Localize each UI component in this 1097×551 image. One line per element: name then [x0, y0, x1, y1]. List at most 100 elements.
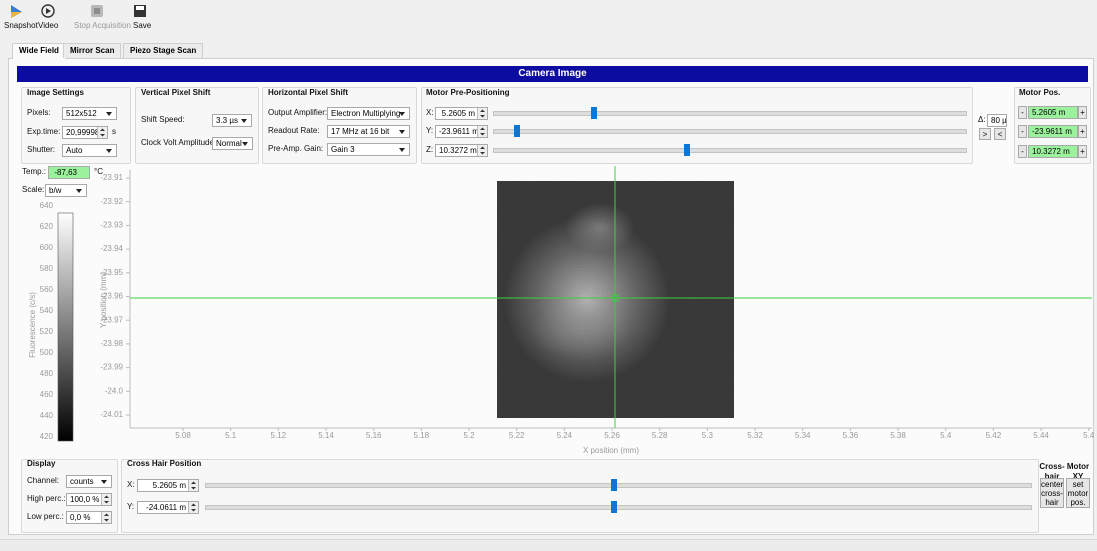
- slider-thumb[interactable]: [611, 501, 617, 513]
- y-tick-label: -23.98: [100, 339, 123, 348]
- spin-value: -87,63: [54, 168, 77, 177]
- slider-thumb[interactable]: [684, 144, 690, 156]
- spin-glyph: [189, 502, 198, 513]
- label: High perc.:: [27, 494, 66, 504]
- crosshair-slider[interactable]: [205, 505, 1032, 510]
- x-tick-label: 5.42: [986, 431, 1002, 440]
- spin-glyph: [102, 494, 111, 505]
- tab[interactable]: Piezo Stage Scan: [123, 43, 203, 58]
- dropdown-arrow: [241, 119, 247, 123]
- group-title: Display: [27, 459, 55, 469]
- colorbar-tick-label: 560: [40, 285, 54, 294]
- spin-box[interactable]: 100,0 %: [66, 493, 112, 506]
- position-slider[interactable]: [493, 111, 967, 116]
- x-tick-label: 5.16: [366, 431, 382, 440]
- combo-value: 17 MHz at 16 bit: [331, 127, 389, 136]
- motor-position-box[interactable]: -23.9611 m: [1028, 125, 1078, 138]
- x-tick-label: 5.44: [1033, 431, 1049, 440]
- colorbar-tick-label: 540: [40, 306, 54, 315]
- position-spin-box[interactable]: 5.2605 m: [435, 107, 488, 120]
- crosshair-slider[interactable]: [205, 483, 1032, 488]
- toolbar-button-label: Snapshot: [4, 21, 38, 31]
- snapshot-icon[interactable]: [11, 5, 22, 18]
- spin-glyph: [478, 126, 487, 137]
- increment-button[interactable]: +: [1078, 106, 1087, 119]
- tab[interactable]: Wide Field: [12, 43, 66, 59]
- label: Shift Speed:: [141, 115, 185, 125]
- combo-box[interactable]: b/w: [45, 184, 87, 197]
- spin-arrows[interactable]: [188, 502, 198, 513]
- x-tick-label: 5.4: [940, 431, 952, 440]
- spin-arrows[interactable]: [477, 145, 487, 156]
- combo-box[interactable]: 512x512: [62, 107, 117, 120]
- position-slider[interactable]: [493, 148, 967, 153]
- colorbar-tick-label: 640: [40, 201, 54, 210]
- save-icon[interactable]: [134, 5, 146, 17]
- colorbar: [58, 213, 73, 441]
- increment-button[interactable]: +: [1078, 145, 1087, 158]
- axis-label: Y:: [426, 126, 433, 136]
- spin-arrows[interactable]: [188, 480, 198, 491]
- video-icon[interactable]: [42, 5, 54, 17]
- combo-box[interactable]: 3.3 µs: [212, 114, 252, 127]
- motor-position-box[interactable]: 5.2605 m: [1028, 106, 1078, 119]
- combo-box[interactable]: Normal: [212, 137, 253, 150]
- crosshair-spin-box[interactable]: 5.2605 m: [137, 479, 199, 492]
- spin-glyph: [98, 127, 107, 138]
- x-axis-label: X position (mm): [583, 446, 639, 455]
- spin-box[interactable]: 20,999983: [62, 126, 108, 139]
- increment-button[interactable]: +: [1078, 125, 1087, 138]
- dropdown-arrow: [106, 112, 112, 116]
- crosshair-spin-box[interactable]: -24.0611 m: [137, 501, 199, 514]
- y-tick-label: -23.96: [100, 292, 123, 301]
- combo-box[interactable]: Gain 3: [327, 143, 410, 156]
- center-crosshair-button[interactable]: center cross-hair: [1040, 478, 1064, 508]
- position-spin-box[interactable]: 10.3272 m: [435, 144, 488, 157]
- x-tick-label: 5.34: [795, 431, 811, 440]
- step-label: Δ:: [978, 115, 986, 125]
- x-tick-label: 5.38: [890, 431, 906, 440]
- decrement-button[interactable]: -: [1018, 106, 1027, 119]
- spin-arrows[interactable]: [477, 126, 487, 137]
- step-box[interactable]: 80 µ: [987, 114, 1007, 127]
- dropdown-arrow: [101, 480, 107, 484]
- motor-position-box[interactable]: 10.3272 m: [1028, 145, 1078, 158]
- set-motor-button[interactable]: set motor pos.: [1066, 478, 1090, 508]
- spin-box[interactable]: 0,0 %: [66, 511, 112, 524]
- y-tick-label: -23.95: [100, 268, 123, 277]
- y-tick-label: -23.91: [100, 173, 123, 182]
- dropdown-arrow: [106, 149, 112, 153]
- spin-arrows[interactable]: [477, 108, 487, 119]
- step-back-button[interactable]: <: [994, 128, 1006, 140]
- axis-label: X:: [426, 108, 434, 118]
- decrement-button[interactable]: -: [1018, 145, 1027, 158]
- colorbar-tick-label: 480: [40, 369, 54, 378]
- dropdown-arrow: [242, 142, 248, 146]
- combo-box[interactable]: counts: [66, 475, 112, 488]
- group-title: Image Settings: [27, 88, 84, 98]
- decrement-button[interactable]: -: [1018, 125, 1027, 138]
- combo-box[interactable]: Auto: [62, 144, 117, 157]
- combo-value: Auto: [66, 146, 82, 155]
- spin-arrows[interactable]: [97, 127, 107, 138]
- spin-value: 5.2605 m: [153, 481, 186, 490]
- x-tick-label: 5.28: [652, 431, 668, 440]
- slider-thumb[interactable]: [611, 479, 617, 491]
- combo-box[interactable]: Electron Multiplying: [327, 107, 410, 120]
- spin-arrows[interactable]: [101, 494, 111, 505]
- combo-box[interactable]: 17 MHz at 16 bit: [327, 125, 410, 138]
- slider-thumb[interactable]: [591, 107, 597, 119]
- position-spin-box[interactable]: -23.9611 m: [435, 125, 488, 138]
- tab[interactable]: Mirror Scan: [63, 43, 121, 58]
- position-slider[interactable]: [493, 129, 967, 134]
- slider-thumb[interactable]: [514, 125, 520, 137]
- spin-value: -23.9611 m: [1032, 127, 1072, 136]
- spin-value: 0,0 %: [70, 513, 90, 522]
- label: Temp.:: [22, 167, 46, 177]
- x-tick-label: 5.18: [414, 431, 430, 440]
- spin-arrows[interactable]: [101, 512, 111, 523]
- y-tick-label: -24.01: [100, 410, 123, 419]
- temperature-box[interactable]: -87,63: [48, 166, 90, 179]
- colorbar-tick-label: 500: [40, 348, 54, 357]
- step-forward-button[interactable]: >: [979, 128, 991, 140]
